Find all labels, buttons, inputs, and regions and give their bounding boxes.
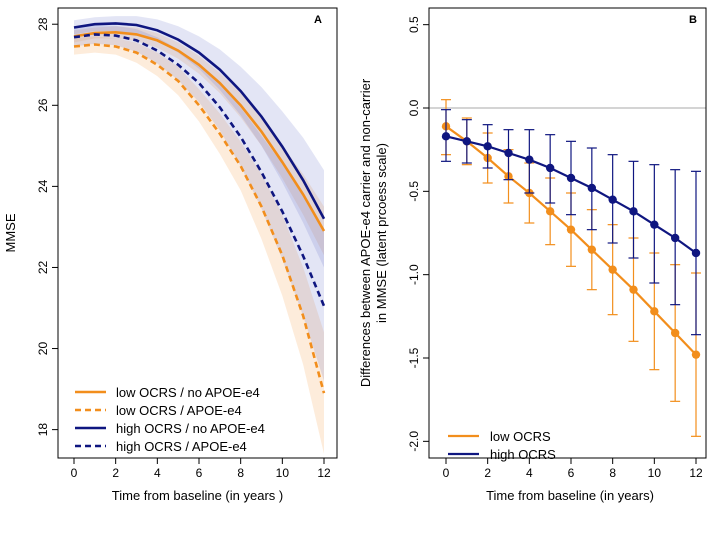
panel-a-band-1 <box>74 36 324 454</box>
panel-b-letter: B <box>689 14 697 26</box>
panel-b-x-tick-label: 0 <box>443 466 450 480</box>
panel-b-point <box>650 307 659 316</box>
panel-b-point <box>691 350 701 359</box>
panel-b-point <box>587 183 597 193</box>
panel-a-y-tick-label: 18 <box>36 423 50 437</box>
panel-b-series-1 <box>441 109 701 336</box>
panel-a-letter: A <box>314 14 322 26</box>
panel-a-y-tick-label: 28 <box>36 17 50 31</box>
panel-a-x-tick-label: 8 <box>237 466 244 480</box>
panel-b-point <box>545 163 555 173</box>
panel-b-legend-label: low OCRS <box>490 429 551 444</box>
panel-b-point <box>691 248 701 258</box>
panel-a-line-2 <box>73 22 326 220</box>
panel-b-point <box>441 132 451 141</box>
panel-a-y-axis-label: MMSE <box>3 213 18 252</box>
panel-b-x-tick-label: 10 <box>648 466 662 480</box>
panel-b-point <box>566 225 576 234</box>
panel-b-point <box>650 220 659 229</box>
panel-b-y-tick-label: -2.0 <box>407 431 421 452</box>
panel-b-x-tick-label: 4 <box>526 466 533 480</box>
panel-b-legend: low OCRS high OCRS <box>448 429 556 462</box>
panel-b-point <box>462 137 472 146</box>
panel-a-line-0 <box>73 30 326 232</box>
panel-a-legend-label: low OCRS / no APOE-e4 <box>116 385 260 400</box>
panel-a-y-tick-label: 26 <box>36 98 50 112</box>
panel-b-y-tick-label: 0.5 <box>407 16 421 33</box>
panel-b-x-tick-label: 8 <box>609 466 616 480</box>
panel-b-ticks: 0 2 4 6 8 10 12 -2.0 -1.5 -1.0 -0.5 0.0 0.5 <box>407 16 703 480</box>
panel-b-point <box>608 265 617 274</box>
panel-b-y-tick-label: -0.5 <box>407 181 421 202</box>
panel-a-x-tick-label: 12 <box>317 466 331 480</box>
panel-b-y-tick-label: 0.0 <box>407 99 421 116</box>
panel-a-y-tick-label: 24 <box>36 179 50 193</box>
panel-b-x-tick-label: 6 <box>568 466 575 480</box>
panel-b-point <box>483 142 492 151</box>
panel-b-point <box>629 285 638 294</box>
panel-a-y-tick-label: 22 <box>36 260 50 274</box>
panel-b-y-axis-label-line1: Differences between APOE-e4 carrier and … <box>358 78 373 387</box>
panel-a-band-3 <box>74 25 324 381</box>
panel-b-point <box>566 173 576 183</box>
panel-a-x-tick-label: 6 <box>196 466 203 480</box>
panel-a-legend-label: high OCRS / no APOE-e4 <box>116 421 265 436</box>
panel-a-legend-label: low OCRS / APOE-e4 <box>116 403 242 418</box>
panel-b-point <box>629 207 638 216</box>
panel-b-point <box>670 328 680 338</box>
panel-b-point <box>525 155 534 164</box>
panel-b-point <box>670 233 680 243</box>
panel-a-x-tick-label: 2 <box>112 466 119 480</box>
panel-a-band-0 <box>74 26 324 256</box>
panel-a-line-1 <box>73 43 326 394</box>
panel-a-series-lines <box>73 22 326 394</box>
panel-a-x-tick-label: 4 <box>154 466 161 480</box>
panel-b-y-tick-label: -1.5 <box>407 347 421 368</box>
panel-b-x-tick-label: 2 <box>484 466 491 480</box>
panel-b-x-axis-label: Time from baseline (in years) <box>486 488 654 503</box>
panel-b-point <box>587 245 597 254</box>
panel-a-plot-frame <box>57 7 338 459</box>
panel-b-point <box>504 148 513 158</box>
panel-a-x-tick-label: 10 <box>276 466 290 480</box>
panel-b-point <box>608 195 617 204</box>
panel-b-x-tick-label: 12 <box>689 466 703 480</box>
panel-b-legend-label: high OCRS <box>490 447 556 462</box>
panel-b-y-tick-label: -1.0 <box>407 264 421 285</box>
panel-a-legend: low OCRS / no APOE-e4 low OCRS / APOE-e4 h… <box>75 385 265 454</box>
panel-a-legend-label: high OCRS / APOE-e4 <box>116 439 247 454</box>
panel-b-plot-frame <box>428 7 707 459</box>
panel-b-y-axis-label-line2: in MMSE (latent prcoess scale) <box>374 143 389 323</box>
panel-b: 0 2 4 6 8 10 12 -2.0 -1.5 -1.0 -0.5 0.0 0.5 B Time f… <box>358 7 707 503</box>
panel-a-line-3 <box>73 33 326 307</box>
panel-a-x-tick-label: 0 <box>71 466 78 480</box>
panel-b-series <box>441 99 701 437</box>
panel-b-point <box>545 207 555 216</box>
panel-a-y-tick-label: 20 <box>36 342 50 356</box>
panel-a-x-axis-label: Time from baseline (in years ) <box>112 488 283 503</box>
